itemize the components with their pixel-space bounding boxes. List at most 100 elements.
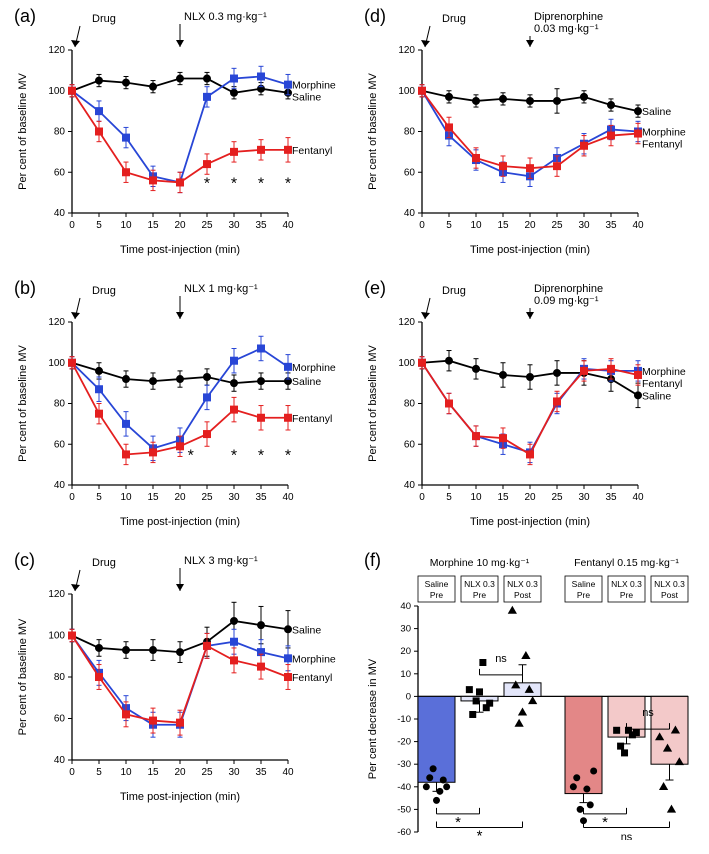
- svg-text:Saline: Saline: [292, 376, 321, 388]
- svg-text:20: 20: [174, 492, 186, 503]
- svg-text:*: *: [231, 176, 237, 193]
- svg-text:40: 40: [54, 208, 66, 219]
- svg-text:Saline: Saline: [292, 92, 321, 104]
- svg-text:-30: -30: [397, 759, 411, 770]
- svg-text:30: 30: [228, 220, 240, 231]
- svg-text:80: 80: [404, 127, 416, 138]
- svg-text:10: 10: [120, 220, 132, 231]
- svg-text:Per cent decrease in MV: Per cent decrease in MV: [367, 658, 379, 779]
- svg-text:120: 120: [398, 317, 415, 328]
- svg-text:20: 20: [174, 767, 186, 778]
- svg-text:*: *: [285, 448, 291, 465]
- svg-text:Pre: Pre: [473, 590, 487, 600]
- svg-text:0: 0: [419, 220, 425, 231]
- panel-label-c: (c): [14, 550, 35, 571]
- svg-text:ns: ns: [621, 831, 633, 840]
- svg-text:0: 0: [69, 220, 75, 231]
- svg-text:80: 80: [54, 672, 66, 683]
- svg-text:30: 30: [228, 767, 240, 778]
- svg-text:40: 40: [282, 220, 294, 231]
- svg-text:Diprenorphine: Diprenorphine: [534, 11, 603, 23]
- svg-text:20: 20: [174, 220, 186, 231]
- svg-text:40: 40: [632, 492, 644, 503]
- svg-text:Pre: Pre: [620, 590, 634, 600]
- svg-text:80: 80: [404, 399, 416, 410]
- svg-text:*: *: [602, 814, 608, 831]
- svg-text:-10: -10: [397, 714, 411, 725]
- svg-text:35: 35: [255, 767, 267, 778]
- svg-text:-40: -40: [397, 782, 411, 793]
- svg-text:5: 5: [446, 220, 452, 231]
- svg-text:100: 100: [398, 358, 415, 369]
- svg-text:-50: -50: [397, 804, 411, 815]
- svg-text:25: 25: [201, 767, 213, 778]
- svg-text:Drug: Drug: [92, 285, 116, 297]
- svg-text:NLX 0.3: NLX 0.3: [654, 579, 685, 589]
- svg-text:Morphine: Morphine: [292, 653, 336, 665]
- svg-text:15: 15: [147, 492, 159, 503]
- svg-text:15: 15: [147, 767, 159, 778]
- svg-text:*: *: [231, 448, 237, 465]
- svg-text:10: 10: [400, 669, 411, 680]
- svg-text:NLX 0.3: NLX 0.3: [507, 579, 538, 589]
- svg-text:Per cent of baseline MV: Per cent of baseline MV: [367, 72, 379, 189]
- panel-label-d: (d): [364, 6, 386, 27]
- svg-text:-20: -20: [397, 737, 411, 748]
- svg-text:100: 100: [48, 86, 65, 97]
- svg-text:20: 20: [400, 646, 411, 657]
- svg-text:25: 25: [201, 220, 213, 231]
- svg-text:60: 60: [54, 714, 66, 725]
- svg-text:Time post-injection (min): Time post-injection (min): [470, 244, 590, 256]
- svg-text:*: *: [204, 176, 210, 193]
- svg-text:5: 5: [96, 492, 102, 503]
- svg-text:5: 5: [96, 220, 102, 231]
- svg-text:10: 10: [120, 492, 132, 503]
- svg-text:Fentanyl 0.15 mg·kg⁻¹: Fentanyl 0.15 mg·kg⁻¹: [574, 557, 679, 569]
- svg-text:Drug: Drug: [92, 557, 116, 569]
- svg-text:Morphine: Morphine: [292, 80, 336, 92]
- svg-text:15: 15: [147, 220, 159, 231]
- panel-label-e: (e): [364, 278, 386, 299]
- svg-text:40: 40: [400, 601, 411, 612]
- panel-label-b: (b): [14, 278, 36, 299]
- svg-text:60: 60: [404, 167, 416, 178]
- svg-text:-60: -60: [397, 827, 411, 838]
- svg-text:Saline: Saline: [642, 390, 671, 402]
- svg-text:30: 30: [578, 492, 590, 503]
- svg-text:Time post-injection (min): Time post-injection (min): [470, 516, 590, 528]
- svg-text:Per cent of baseline MV: Per cent of baseline MV: [17, 72, 29, 189]
- svg-text:ns: ns: [642, 707, 654, 719]
- svg-text:NLX 3 mg·kg⁻¹: NLX 3 mg·kg⁻¹: [184, 555, 258, 567]
- svg-text:Drug: Drug: [442, 13, 466, 25]
- svg-text:Fentanyl: Fentanyl: [292, 413, 332, 425]
- svg-text:Drug: Drug: [92, 13, 116, 25]
- svg-text:60: 60: [54, 167, 66, 178]
- svg-text:10: 10: [120, 767, 132, 778]
- svg-text:20: 20: [524, 492, 536, 503]
- panel-d: (d)0510152025303540406080100120Time post…: [360, 6, 700, 261]
- svg-text:80: 80: [54, 399, 66, 410]
- svg-text:*: *: [477, 827, 483, 840]
- svg-text:20: 20: [524, 220, 536, 231]
- svg-text:25: 25: [551, 220, 563, 231]
- svg-text:120: 120: [48, 45, 65, 56]
- svg-text:Fentanyl: Fentanyl: [292, 145, 332, 157]
- svg-text:100: 100: [48, 631, 65, 642]
- svg-text:Morphine: Morphine: [642, 127, 686, 139]
- svg-text:Fentanyl: Fentanyl: [642, 139, 682, 151]
- svg-text:10: 10: [470, 220, 482, 231]
- svg-text:Fentanyl: Fentanyl: [292, 672, 332, 684]
- panel-b: (b)0510152025303540406080100120Time post…: [10, 278, 350, 533]
- svg-text:40: 40: [54, 755, 66, 766]
- svg-text:NLX 1 mg·kg⁻¹: NLX 1 mg·kg⁻¹: [184, 283, 258, 295]
- svg-text:120: 120: [48, 589, 65, 600]
- panel-f: (f)-60-50-40-30-20-10010203040Per cent d…: [360, 550, 700, 840]
- svg-text:NLX 0.3 mg·kg⁻¹: NLX 0.3 mg·kg⁻¹: [184, 11, 267, 23]
- svg-text:40: 40: [54, 480, 66, 491]
- svg-text:30: 30: [400, 624, 411, 635]
- svg-text:120: 120: [48, 317, 65, 328]
- svg-text:15: 15: [497, 220, 509, 231]
- svg-text:0: 0: [406, 691, 411, 702]
- svg-text:40: 40: [632, 220, 644, 231]
- svg-text:15: 15: [497, 492, 509, 503]
